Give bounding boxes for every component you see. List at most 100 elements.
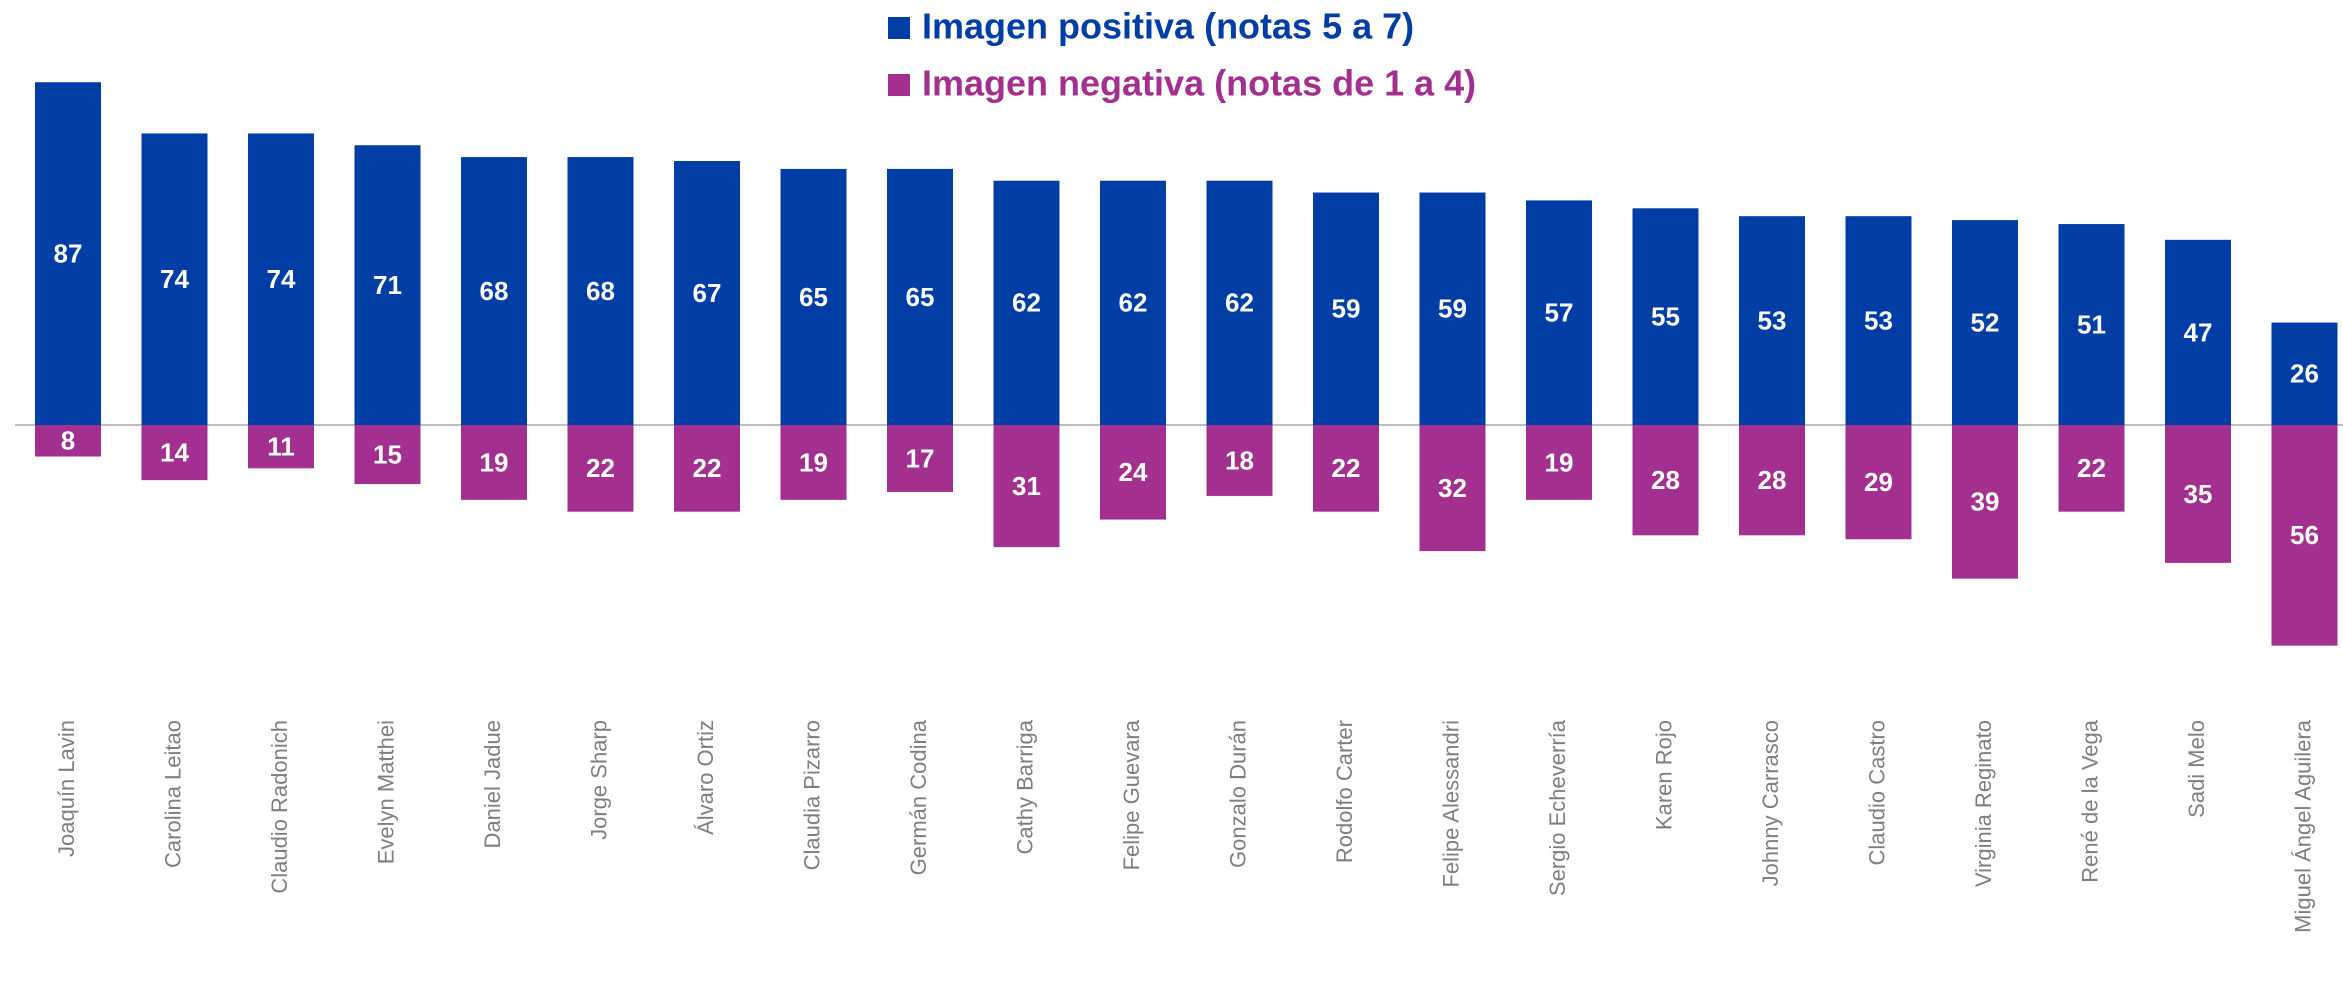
data-label: 56 — [2290, 520, 2319, 550]
bar — [248, 133, 314, 425]
x-tick-label: Miguel Ángel Aguilera — [2290, 719, 2315, 933]
data-label: 74 — [267, 264, 296, 294]
data-label: 19 — [799, 447, 828, 477]
data-label: 28 — [1651, 465, 1680, 495]
bar — [993, 180, 1060, 425]
x-tick-label: Gonzalo Durán — [1225, 720, 1250, 868]
x-tick-label: Jorge Sharp — [586, 720, 611, 840]
data-label: 53 — [1864, 305, 1893, 335]
data-label: 32 — [1438, 473, 1467, 503]
bar — [1845, 216, 1912, 425]
x-tick-label: Germán Codina — [906, 719, 931, 875]
bar — [567, 157, 634, 425]
x-tick-label: Carolina Leitao — [160, 720, 185, 868]
data-label: 8 — [61, 426, 75, 456]
bar — [1526, 425, 1592, 500]
bar — [1845, 425, 1912, 540]
x-tick-label: Rodolfo Carter — [1332, 720, 1357, 863]
data-label: 39 — [1971, 487, 2000, 517]
data-label: 24 — [1119, 457, 1148, 487]
data-label: 18 — [1225, 445, 1254, 475]
bar — [780, 425, 847, 500]
bar — [2271, 322, 2338, 425]
x-tick-label: Virginia Reginato — [1971, 720, 1996, 887]
x-tick-label: Álvaro Ortiz — [693, 720, 718, 835]
data-label: 26 — [2290, 359, 2319, 389]
data-label: 47 — [2184, 317, 2213, 347]
x-tick-label: René de la Vega — [2077, 719, 2102, 882]
x-tick-label: Sadi Melo — [2184, 720, 2209, 818]
x-tick-label: Daniel Jadue — [480, 720, 505, 848]
legend-swatch — [888, 74, 910, 96]
bar — [780, 168, 847, 425]
data-label: 22 — [586, 453, 615, 483]
data-label: 87 — [54, 238, 83, 268]
data-label: 59 — [1332, 294, 1361, 324]
legend-label: Imagen positiva (notas 5 a 7) — [922, 6, 1414, 47]
bar — [887, 425, 953, 492]
bar — [1206, 425, 1273, 496]
bar — [1739, 216, 1805, 425]
bar — [674, 425, 740, 512]
x-tick-label: Johnny Carrasco — [1758, 720, 1783, 886]
legend-swatch — [888, 17, 910, 39]
data-label: 68 — [480, 276, 509, 306]
data-label: 74 — [160, 264, 189, 294]
data-label: 28 — [1758, 465, 1787, 495]
x-tick-label: Evelyn Matthei — [373, 720, 398, 864]
data-label: 22 — [1332, 453, 1361, 483]
data-label: 57 — [1545, 298, 1574, 328]
x-tick-label: Felipe Guevara — [1119, 719, 1144, 870]
bar — [1100, 180, 1166, 425]
bar — [141, 133, 208, 425]
bar — [1419, 425, 1486, 552]
bar — [2165, 239, 2231, 425]
bar — [2058, 224, 2125, 425]
bar — [1526, 200, 1592, 425]
data-label: 71 — [373, 270, 402, 300]
legend-label: Imagen negativa (notas de 1 a 4) — [922, 63, 1476, 104]
data-label: 62 — [1119, 288, 1148, 318]
bar — [35, 82, 101, 425]
data-label: 68 — [586, 276, 615, 306]
data-label: 67 — [693, 278, 722, 308]
bar — [35, 425, 101, 457]
x-tick-label: Claudio Castro — [1864, 720, 1889, 866]
bar — [1739, 425, 1805, 536]
x-tick-label: Karen Rojo — [1651, 720, 1676, 830]
data-label: 62 — [1012, 288, 1041, 318]
data-label: 51 — [2077, 309, 2106, 339]
data-label: 15 — [373, 439, 402, 469]
x-tick-label: Felipe Alessandri — [1438, 720, 1463, 888]
bar — [354, 425, 421, 485]
bar — [1952, 220, 2018, 425]
data-label: 17 — [906, 443, 935, 473]
data-label: 53 — [1758, 305, 1787, 335]
bar — [461, 425, 527, 500]
data-label: 62 — [1225, 288, 1254, 318]
data-label: 19 — [480, 447, 509, 477]
x-tick-label: Cathy Barriga — [1012, 719, 1037, 854]
data-label: 65 — [906, 282, 935, 312]
bar — [2165, 425, 2231, 563]
bar — [354, 145, 421, 425]
bar — [1419, 192, 1486, 425]
x-tick-label: Claudio Radonich — [267, 720, 292, 894]
data-label: 11 — [267, 432, 295, 462]
bar — [1313, 192, 1379, 425]
x-tick-label: Sergio Echeverría — [1545, 719, 1570, 896]
bar — [1100, 425, 1166, 520]
bar — [1206, 180, 1273, 425]
x-tick-label: Joaquín Lavin — [54, 720, 79, 857]
bar — [1632, 425, 1699, 536]
bar — [993, 425, 1060, 548]
bar — [1313, 425, 1379, 512]
data-label: 59 — [1438, 294, 1467, 324]
bar — [461, 157, 527, 425]
data-label: 52 — [1971, 307, 2000, 337]
bar — [1632, 208, 1699, 425]
bar — [141, 425, 208, 481]
bar — [674, 161, 740, 425]
data-label: 55 — [1651, 302, 1680, 332]
data-label: 29 — [1864, 467, 1893, 497]
